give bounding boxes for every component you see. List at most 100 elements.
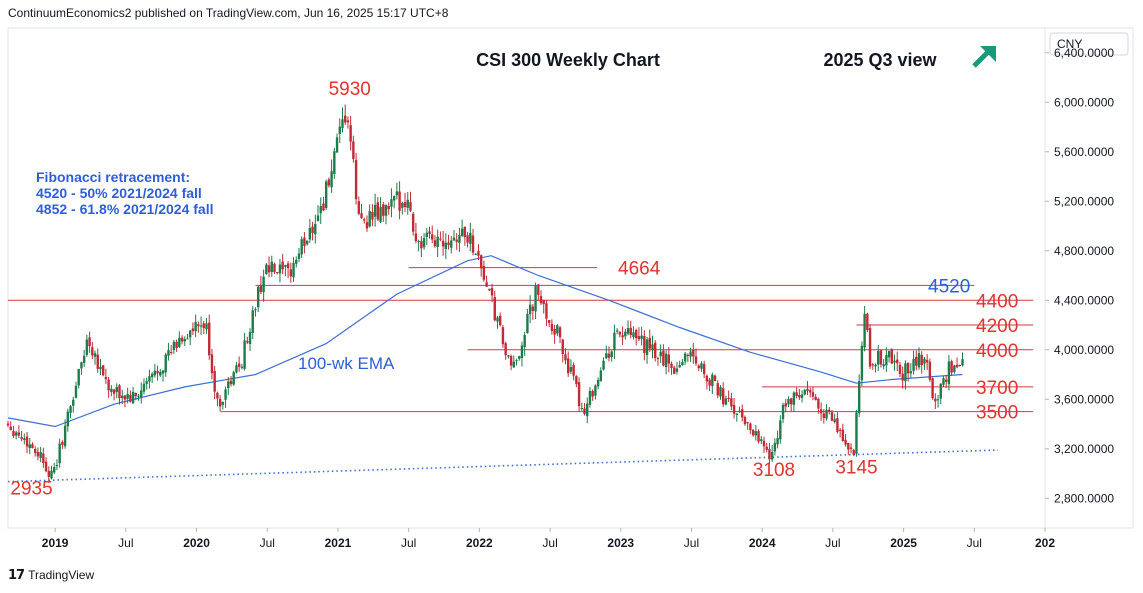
candle-body: [463, 226, 467, 238]
candles: [6, 104, 964, 483]
candle-body: [235, 365, 238, 373]
candle-body: [732, 404, 736, 414]
candle-body: [395, 191, 399, 196]
candle-body: [634, 330, 638, 339]
candle-body: [542, 300, 545, 305]
candle-body: [398, 191, 401, 211]
candle-body: [828, 409, 831, 412]
candle-body: [689, 351, 692, 357]
candle-body: [295, 259, 298, 264]
candle-body: [145, 381, 148, 384]
candle-body: [58, 443, 61, 464]
candle-body: [278, 264, 282, 274]
candle-body: [273, 263, 276, 273]
candle-body: [863, 313, 866, 348]
arrow-head: [980, 46, 996, 62]
candle-body: [401, 202, 404, 208]
candle-body: [31, 444, 34, 448]
candle-body: [335, 137, 339, 153]
candle-body: [205, 323, 208, 330]
candle-body: [955, 364, 959, 368]
candle-body: [39, 451, 42, 458]
candle-body: [550, 323, 554, 331]
candle-body: [14, 432, 18, 436]
candle-body: [501, 327, 505, 345]
candle-body: [63, 425, 67, 447]
axes: CNY 2,800.0000 3,200.0000 3,600.0000 4,000.0…: [7, 27, 1134, 550]
candle-body: [246, 341, 249, 343]
candle-body: [904, 363, 907, 382]
candle-body: [85, 339, 89, 355]
candle-body: [683, 353, 687, 362]
y-tick-label: 3,600.0000: [1054, 392, 1114, 406]
candle-body: [330, 171, 333, 188]
candle-body: [47, 470, 50, 477]
candle-body: [131, 391, 135, 404]
candle-body: [496, 317, 499, 322]
candle-body: [452, 237, 456, 241]
y-tick-label: 5,600.0000: [1054, 145, 1114, 159]
candle-body: [534, 285, 537, 312]
candle-body: [300, 239, 303, 255]
candle-body: [373, 204, 377, 217]
x-tick-label: Jul: [684, 536, 699, 550]
candle-body: [539, 296, 543, 304]
candle-body: [12, 430, 15, 437]
candle-body: [126, 394, 129, 399]
candle-body: [586, 403, 589, 417]
candle-body: [286, 263, 290, 269]
candle-body: [610, 351, 613, 358]
candle-body: [830, 412, 834, 421]
candle-body: [406, 199, 409, 208]
candle-body: [599, 370, 603, 382]
candle-body: [338, 126, 341, 134]
candle-body: [488, 288, 491, 291]
candle-body: [822, 413, 826, 418]
candle-body: [632, 332, 635, 337]
y-tick-label: 3,200.0000: [1054, 442, 1114, 456]
candle-body: [912, 359, 915, 371]
candle-body: [871, 364, 874, 366]
candle-body: [191, 328, 195, 331]
candle-body: [942, 378, 945, 385]
candle-body: [172, 341, 176, 351]
candle-body: [624, 331, 627, 337]
candle-body: [784, 403, 787, 407]
candle-body: [523, 335, 526, 348]
candle-body: [553, 329, 556, 335]
candle-body: [716, 383, 719, 396]
support-trendline: [7, 449, 998, 483]
candle-body: [931, 378, 934, 399]
candle-body: [189, 330, 192, 338]
candle-body: [324, 181, 328, 208]
candle-body: [654, 342, 657, 358]
candle-body: [150, 373, 154, 378]
candle-body: [322, 203, 325, 211]
candle-body: [289, 269, 293, 277]
candle-body: [613, 332, 616, 351]
candle-body: [640, 335, 643, 339]
candle-body: [354, 159, 358, 200]
candle-body: [44, 461, 48, 472]
candle-body: [327, 179, 331, 186]
candle-body: [882, 364, 885, 367]
candle-body: [800, 394, 804, 398]
candle-body: [615, 330, 619, 332]
candle-body: [20, 436, 23, 440]
candle-body: [23, 438, 26, 440]
candle-body: [333, 151, 336, 174]
candle-body: [958, 365, 961, 367]
candle-body: [727, 397, 730, 399]
candle-body: [349, 125, 352, 142]
candle-body: [210, 354, 214, 374]
candle-body: [110, 388, 113, 392]
candle-body: [9, 426, 12, 431]
candle-body: [792, 392, 796, 405]
candle-body: [197, 324, 200, 327]
candle-body: [140, 390, 143, 398]
candle-body: [17, 432, 21, 436]
candle-body: [898, 364, 902, 374]
candle-body: [270, 261, 273, 273]
candle-body: [224, 389, 227, 400]
